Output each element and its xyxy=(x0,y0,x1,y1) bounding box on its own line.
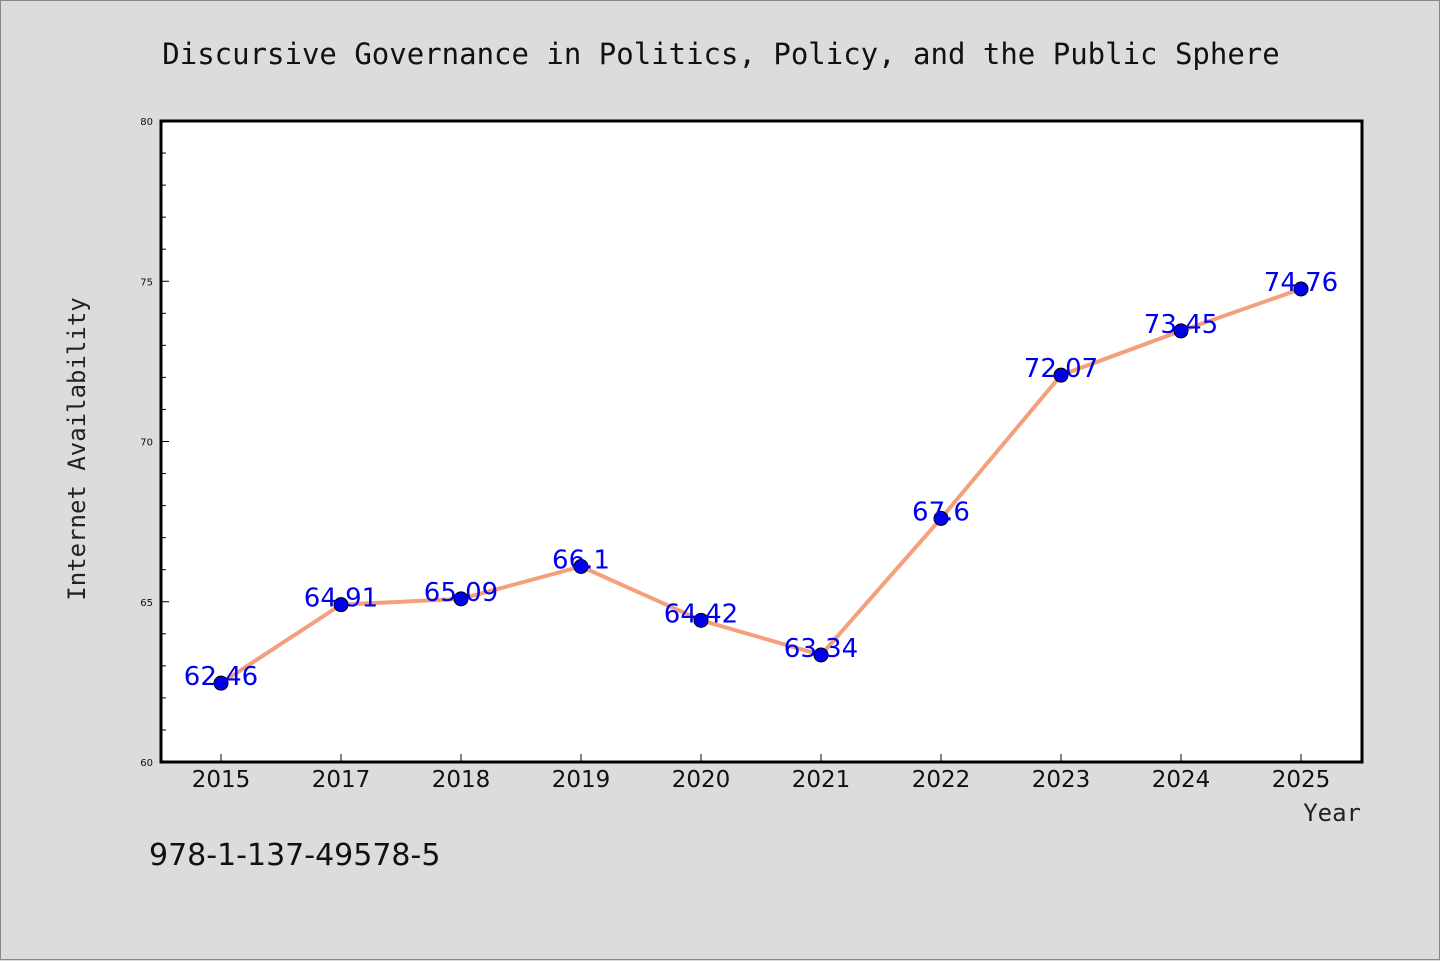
x-tick-label: 2019 xyxy=(552,767,611,793)
data-label: 74.76 xyxy=(1264,268,1338,298)
footer-code: 978-1-137-49578-5 xyxy=(149,838,440,873)
x-tick-label: 2022 xyxy=(912,767,971,793)
data-label: 63.34 xyxy=(784,634,858,664)
y-axis: 60 65 70 75 80 xyxy=(140,117,169,769)
data-label: 73.45 xyxy=(1144,310,1218,340)
data-label: 65.09 xyxy=(424,578,498,608)
data-point xyxy=(693,612,709,628)
data-label-layer: 62.46 64.91 65.09 66.1 64.42 63.34 67.6 72.07 73… xyxy=(184,268,1338,692)
data-point xyxy=(1173,323,1189,339)
plot-area xyxy=(159,119,1364,764)
data-point xyxy=(573,558,589,574)
x-tick-label: 2024 xyxy=(1152,767,1211,793)
x-tick-label: 2023 xyxy=(1032,767,1091,793)
x-tick-label: 2018 xyxy=(432,767,491,793)
x-tick-label: 2021 xyxy=(792,767,851,793)
x-axis: 2015 2017 2018 2019 2020 2021 2022 2023 2024 2025 xyxy=(192,754,1331,793)
x-axis-title: Year xyxy=(1303,799,1361,827)
data-label: 67.6 xyxy=(912,497,970,527)
x-tick-label: 2017 xyxy=(312,767,371,793)
series-line xyxy=(219,287,1302,685)
chart-title: Discursive Governance in Politics, Polic… xyxy=(162,37,1279,71)
x-tick-label: 2015 xyxy=(192,767,251,793)
data-label: 72.07 xyxy=(1024,354,1098,384)
y-axis-title: Internet Availability xyxy=(63,297,91,600)
data-point xyxy=(813,647,829,663)
data-point xyxy=(213,675,229,691)
y-tick-label: 60 xyxy=(140,758,153,769)
data-point xyxy=(1053,367,1069,383)
data-point xyxy=(333,597,349,613)
x-tick-label: 2020 xyxy=(672,767,731,793)
data-label: 64.42 xyxy=(664,599,738,629)
data-point xyxy=(1293,281,1309,297)
data-point xyxy=(453,591,469,607)
x-tick-label: 2025 xyxy=(1272,767,1331,793)
data-label: 66.1 xyxy=(552,545,610,575)
data-label: 64.91 xyxy=(304,584,378,614)
data-label: 62.46 xyxy=(184,662,258,692)
y-tick-label: 70 xyxy=(140,438,153,449)
data-point xyxy=(933,510,949,526)
y-tick-label: 65 xyxy=(140,598,153,609)
y-tick-label: 75 xyxy=(140,277,153,288)
y-tick-label: 80 xyxy=(140,117,153,128)
series-layer xyxy=(213,281,1309,691)
